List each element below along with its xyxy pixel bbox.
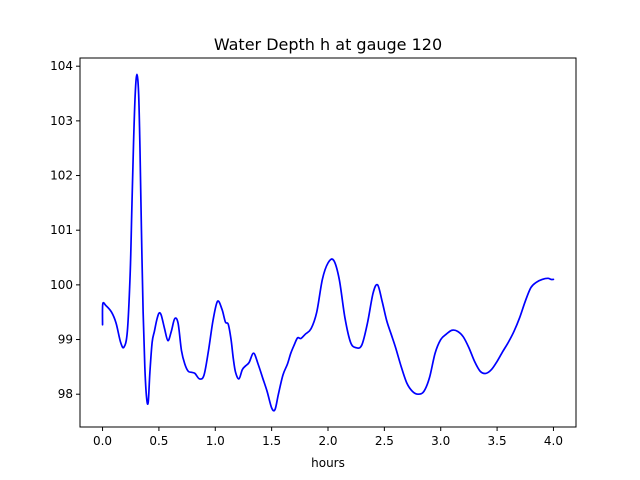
y-tick-label: 102	[50, 169, 73, 183]
x-tick-label: 3.5	[488, 434, 507, 448]
x-tick-label: 4.0	[544, 434, 563, 448]
x-tick-label: 0.5	[149, 434, 168, 448]
y-tick-label: 101	[50, 223, 73, 237]
y-tick-label: 104	[50, 59, 73, 73]
x-tick-label: 1.5	[262, 434, 281, 448]
x-axis-label: hours	[311, 456, 345, 470]
series-line-0	[101, 73, 555, 412]
series-layer	[101, 73, 555, 412]
y-axis: 98 99 100 101 102 103 104	[50, 59, 80, 401]
x-tick-label: 2.5	[375, 434, 394, 448]
y-tick-label: 98	[58, 387, 73, 401]
x-tick-label: 1.0	[206, 434, 225, 448]
y-tick-label: 99	[58, 333, 73, 347]
x-tick-label: 3.0	[431, 434, 450, 448]
y-tick-label: 100	[50, 278, 73, 292]
x-tick-label: 0.0	[93, 434, 112, 448]
chart-title: Water Depth h at gauge 120	[214, 35, 442, 54]
x-tick-label: 2.0	[318, 434, 337, 448]
y-tick-label: 103	[50, 114, 73, 128]
x-axis: 0.0 0.5 1.0 1.5 2.0 2.5 3.0 3.5 4.0	[93, 427, 563, 448]
